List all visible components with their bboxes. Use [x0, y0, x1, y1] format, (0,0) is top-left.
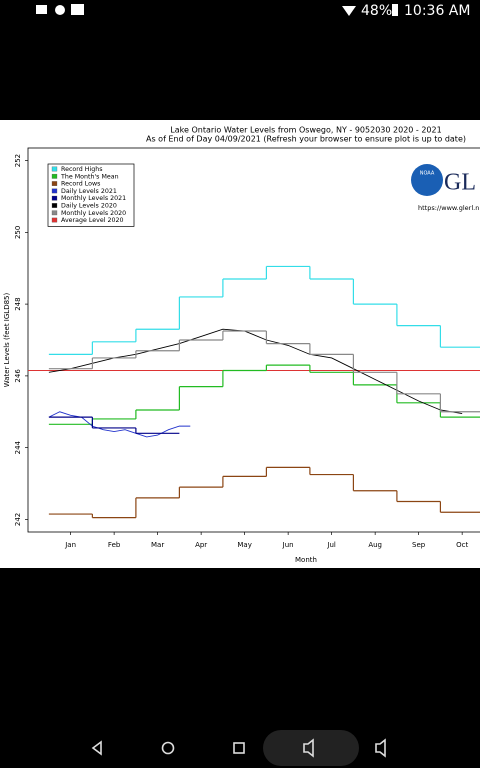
legend-label: Record Highs — [61, 166, 103, 173]
nav-bar — [91, 730, 386, 766]
x-axis-label: Month — [295, 556, 317, 564]
legend-box — [47, 163, 135, 227]
clock: 10:36 AM — [404, 3, 470, 19]
plot-frame — [27, 147, 480, 533]
legend-swatch — [51, 210, 58, 216]
x-tick-label: Jun — [282, 541, 294, 549]
legend-label: The Month's Mean — [60, 173, 119, 180]
y-tick-label: 252 — [14, 154, 22, 167]
plot — [28, 265, 480, 519]
logo-url: https://www.glerl.n — [418, 204, 479, 212]
legend-label: Monthly Levels 2020 — [61, 210, 126, 217]
x-tick-label: Aug — [368, 541, 382, 549]
y-tick-label: 246 — [14, 369, 22, 383]
app-icon — [71, 4, 84, 15]
legend-swatch — [51, 203, 58, 208]
chart-subtitle: As of End of Day 04/09/2021 (Refresh you… — [146, 135, 466, 144]
back-button[interactable] — [91, 740, 102, 756]
x-tick-label: Apr — [195, 541, 207, 549]
legend-swatch — [51, 181, 58, 186]
x-tick-label: Mar — [151, 541, 164, 549]
volume-pill[interactable] — [263, 730, 359, 766]
x-tick-label: Jan — [64, 541, 76, 549]
y-tick-label: 250 — [14, 226, 22, 239]
legend-label: Record Lows — [61, 181, 100, 188]
legend-swatch — [51, 217, 58, 223]
x-tick-label: Feb — [108, 541, 121, 549]
x-tick-label: Sep — [412, 541, 426, 549]
volume-icon[interactable] — [303, 738, 314, 758]
legend-label: Average Level 2020 — [61, 217, 124, 224]
y-tick-label: 244 — [14, 440, 22, 454]
battery-icon — [392, 4, 398, 16]
home-button[interactable] — [161, 741, 175, 755]
chart-title: Lake Ontario Water Levels from Oswego, N… — [170, 126, 441, 135]
battery-text: 48% — [361, 3, 392, 19]
x-tick-label: Jul — [326, 541, 336, 549]
legend-swatch — [51, 173, 58, 179]
y-tick-label: 242 — [14, 513, 22, 526]
daily-line — [48, 411, 191, 438]
wifi-icon — [342, 6, 356, 16]
logo-text: GL — [444, 170, 476, 196]
legend-swatch — [51, 166, 58, 172]
bell-icon — [55, 5, 65, 15]
legend-label: Monthly Levels 2021 — [61, 195, 126, 202]
noaa-logo — [411, 164, 443, 196]
y-axis-label: Water Levels (feet IGLD85) — [3, 293, 11, 388]
y-tick-label: 248 — [14, 297, 22, 310]
volume-icon-2[interactable] — [375, 738, 386, 758]
noaa-badge: NOAA — [420, 171, 435, 177]
legend-swatch — [51, 188, 58, 194]
mail-icon — [36, 5, 47, 14]
legend-label: Daily Levels 2020 — [61, 203, 117, 210]
recents-button[interactable] — [233, 742, 245, 754]
x-tick-label: Oct — [456, 541, 468, 549]
legend-swatch — [51, 195, 58, 201]
x-tick-label: May — [237, 541, 251, 549]
status-icons — [36, 4, 398, 16]
legend-label: Daily Levels 2021 — [61, 188, 117, 195]
